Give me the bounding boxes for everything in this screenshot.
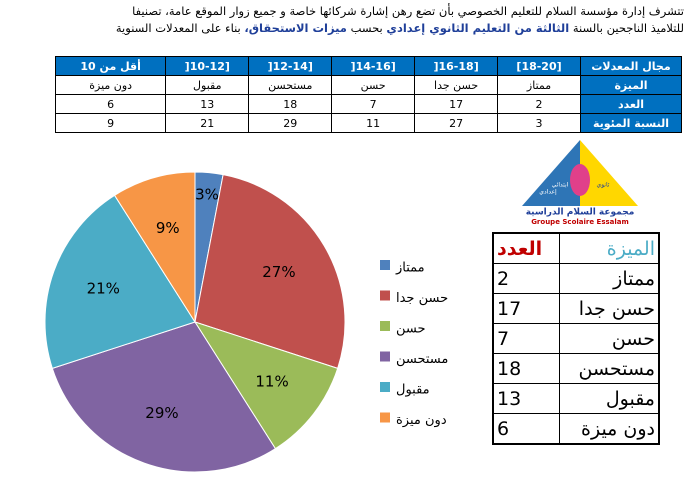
- row-label: النسبة المئوية: [580, 113, 682, 133]
- slice-label: 27%: [262, 263, 295, 281]
- intro: تتشرف إدارة مؤسسة السلام للتعليم الخصوصي…: [4, 3, 684, 37]
- legend-label: حسن جدا: [396, 291, 448, 306]
- side-name: مقبول: [559, 383, 660, 414]
- intro-line: تتشرف إدارة مؤسسة السلام للتعليم الخصوصي…: [4, 3, 684, 20]
- side-row: مقبول 13: [492, 383, 660, 414]
- logo-triangle-left: [522, 140, 580, 206]
- header-cell: [12-14[: [248, 56, 333, 76]
- legend-swatch: [380, 290, 390, 301]
- side-count: 13: [492, 383, 560, 414]
- row-label: الميزة: [580, 75, 682, 95]
- logo-triangle-right: [580, 140, 638, 206]
- legend-label: دون ميزة: [396, 413, 447, 428]
- pie-slice: [113, 171, 196, 324]
- intro-text: ميزات الاستحقاق،: [244, 21, 347, 35]
- side-row: حسن 7: [492, 323, 660, 354]
- side-name: مستحسن: [559, 353, 660, 384]
- legend-label: مستحسن: [396, 352, 448, 367]
- table-row: الميزة ممتاز حسن جدا حسن مستحسن مقبول دون ميزة: [54, 75, 682, 95]
- table-cell: 29: [248, 113, 333, 133]
- logo-figure: [570, 164, 590, 196]
- table-cell: 11: [331, 113, 416, 133]
- legend-swatch: [380, 321, 390, 331]
- side-count: 7: [492, 323, 560, 354]
- logo-title-ar: مجموعة السلام الدراسية: [526, 208, 635, 218]
- intro-text: للتلاميذ الناجحين بالسنة: [572, 21, 684, 35]
- side-count: 2: [492, 263, 560, 294]
- table-row: العدد 2 17 7 18 13 6: [54, 94, 682, 114]
- side-count: 6: [492, 413, 560, 445]
- header-cell: أقل من 10: [54, 56, 167, 76]
- intro-line: للتلاميذ الناجحين بالسنة الثالثة من التع…: [4, 20, 684, 37]
- grades-table: مجال المعدلات [18-20] [16-18[[14-16[[12-14…: [54, 56, 682, 133]
- table-cell: 21: [165, 113, 250, 133]
- table-cell: حسن: [331, 75, 416, 95]
- legend-label: حسن: [396, 322, 426, 337]
- logo-level: ابتدائي: [552, 182, 569, 189]
- side-header-row: الميزة العدد: [492, 232, 660, 264]
- side-name: ممتاز: [559, 263, 660, 294]
- slice-label: 9%: [156, 219, 180, 237]
- side-count: 17: [492, 293, 560, 324]
- legend-swatch: [380, 412, 390, 423]
- side-row: مستحسن 18: [492, 353, 660, 384]
- side-row: دون ميزة 6: [492, 413, 660, 445]
- logo-level: إعدادي: [539, 189, 557, 196]
- side-count: 18: [492, 353, 560, 384]
- side-name: دون ميزة: [559, 413, 660, 445]
- legend-swatch: [380, 260, 390, 270]
- side-name: حسن جدا: [559, 293, 660, 324]
- table-cell: 27: [414, 113, 499, 133]
- pie-slice: [194, 174, 346, 369]
- slice-label: 3%: [195, 186, 219, 204]
- legend-label: مقبول: [396, 383, 430, 398]
- logo: ابتدائي إعدادي ثانوي مجموعة السلام الدرا…: [522, 140, 638, 226]
- side-header: الميزة: [559, 232, 660, 264]
- pie-slice: [44, 194, 196, 369]
- pie-slice: [51, 321, 277, 473]
- intro-text: بحسب: [350, 21, 383, 35]
- logo-level: ثانوي: [597, 182, 610, 189]
- pie-slice: [193, 321, 339, 450]
- slice-label: 21%: [87, 279, 120, 297]
- table-row: النسبة المئوية 3 27 11 29 21 9: [54, 113, 682, 133]
- legend-label: ممتاز: [395, 261, 425, 276]
- header-cell: [16-18[: [414, 56, 499, 76]
- legend-swatch: [380, 351, 390, 362]
- header-cell: [18-20]: [497, 56, 581, 76]
- slice-label: 11%: [255, 372, 288, 390]
- side-header: العدد: [492, 232, 560, 264]
- table-cell: 3: [497, 113, 581, 133]
- slice-label: 29%: [145, 404, 178, 422]
- intro-text: تتشرف إدارة مؤسسة السلام للتعليم الخصوصي…: [132, 4, 684, 18]
- table-cell: مقبول: [165, 75, 250, 95]
- intro-text: الثالثة من التعليم الثانوي إعدادي: [386, 21, 570, 35]
- intro-text: بناء على المعدلات السنوية: [115, 21, 241, 35]
- table-cell: مستحسن: [248, 75, 333, 95]
- legend-swatch: [380, 382, 390, 392]
- side-row: ممتاز 2: [492, 263, 660, 294]
- side-row: حسن جدا 17: [492, 293, 660, 324]
- table-cell: 9: [54, 113, 167, 133]
- logo-title-fr: Groupe Scolaire Essalam: [531, 218, 629, 226]
- header-cell: [14-16[: [331, 56, 416, 76]
- side-table: الميزة العدد ممتاز 2 حسن جدا 17 حسن 7 مستحسن 18 مق…: [492, 232, 660, 445]
- side-name: حسن: [559, 323, 660, 354]
